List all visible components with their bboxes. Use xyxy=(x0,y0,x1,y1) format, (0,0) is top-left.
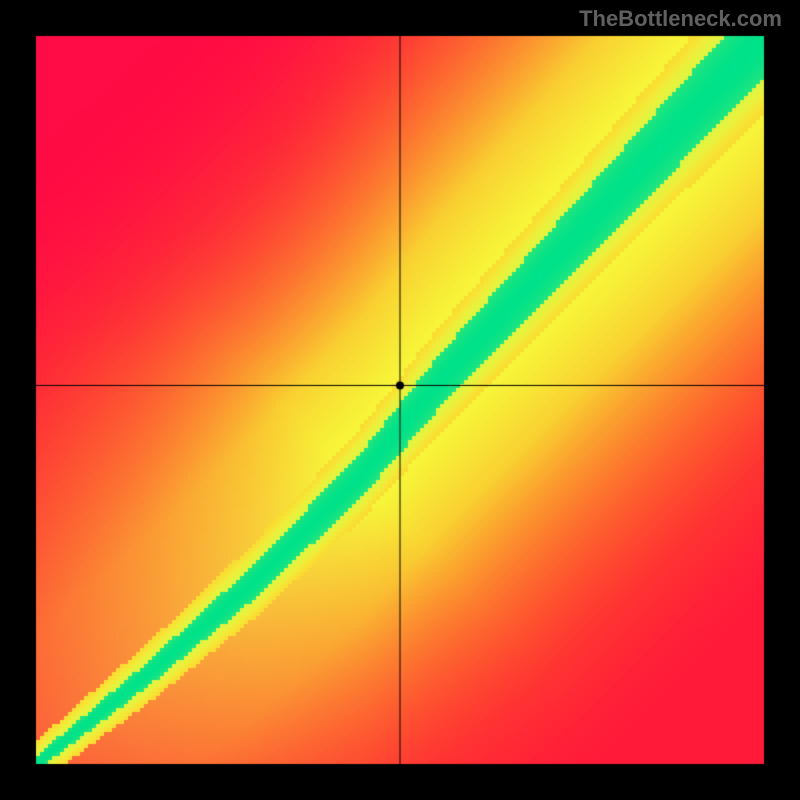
watermark-text: TheBottleneck.com xyxy=(579,6,782,32)
chart-container: TheBottleneck.com xyxy=(0,0,800,800)
bottleneck-heatmap xyxy=(0,0,800,800)
